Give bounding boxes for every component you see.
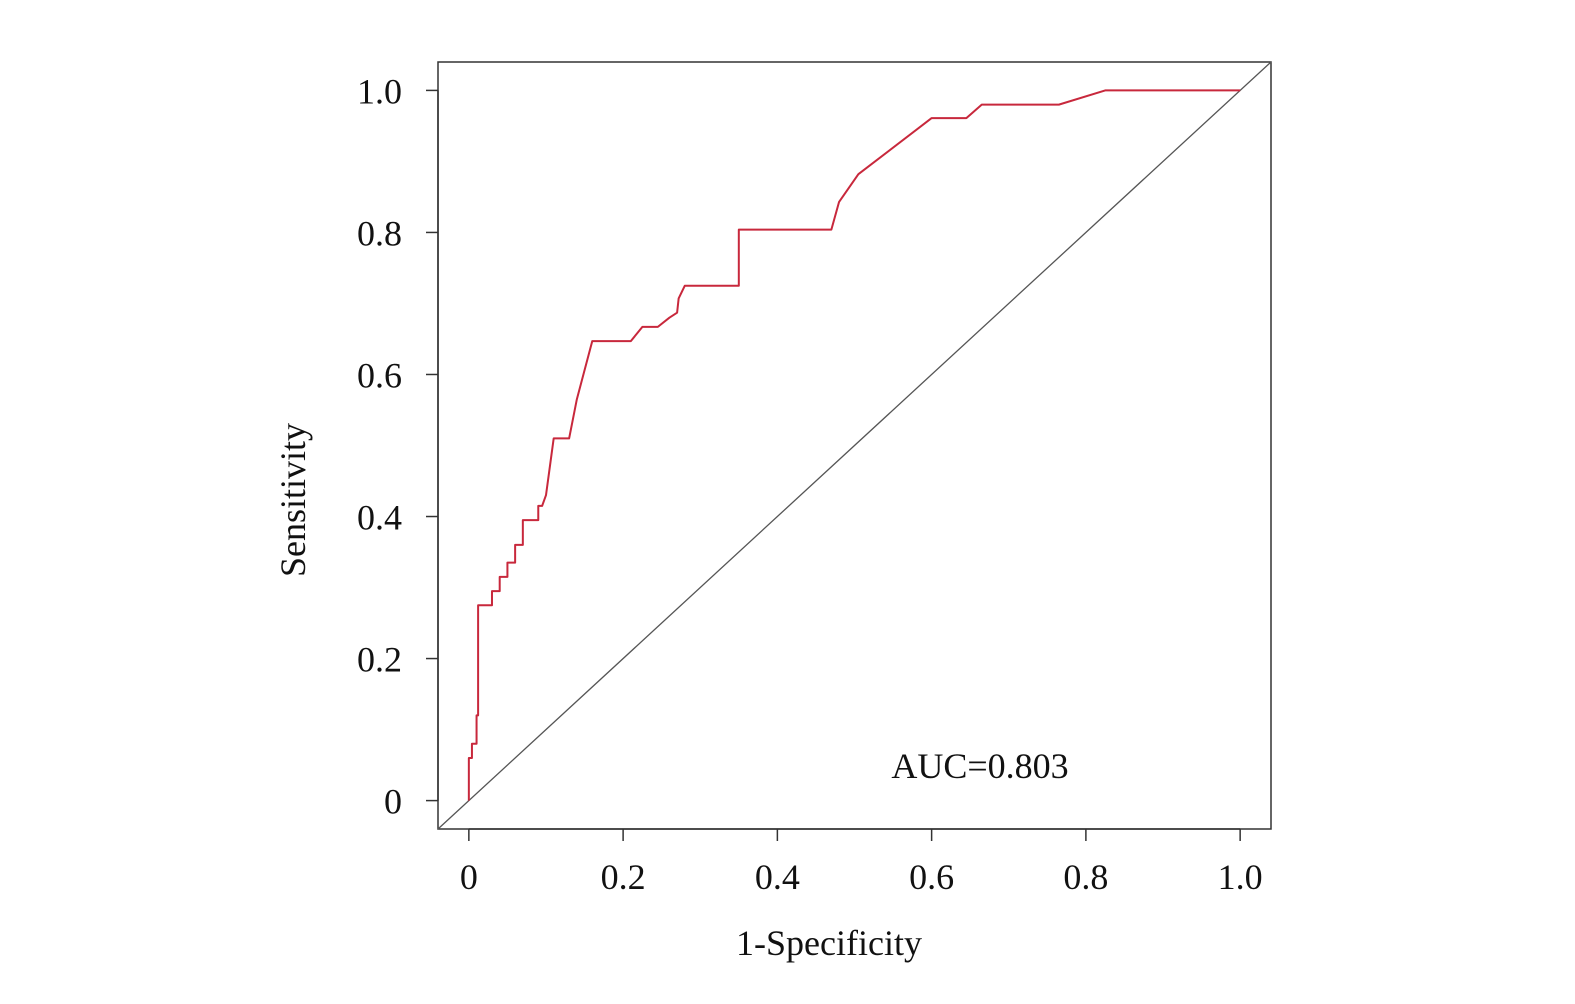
x-tick-label: 0.2 [601, 857, 646, 897]
reference-diagonal-line [437, 61, 1272, 830]
x-tick-label: 0.6 [909, 857, 954, 897]
x-tick-label: 1.0 [1218, 857, 1263, 897]
y-tick-label: 0.4 [357, 498, 402, 538]
y-tick-label: 1.0 [357, 71, 402, 111]
y-tick-label: 0 [384, 782, 402, 822]
y-tick-label: 0.8 [357, 213, 402, 253]
y-axis-title: Sensitivity [273, 423, 313, 577]
x-tick-label: 0.8 [1063, 857, 1108, 897]
auc-annotation: AUC=0.803 [891, 746, 1068, 786]
y-tick-label: 0.2 [357, 640, 402, 680]
y-tick-label: 0.6 [357, 355, 402, 395]
x-axis-title: 1-Specificity [736, 923, 922, 963]
x-tick-label: 0 [460, 857, 478, 897]
roc-curve-line [467, 89, 1241, 801]
x-tick-label: 0.4 [755, 857, 800, 897]
